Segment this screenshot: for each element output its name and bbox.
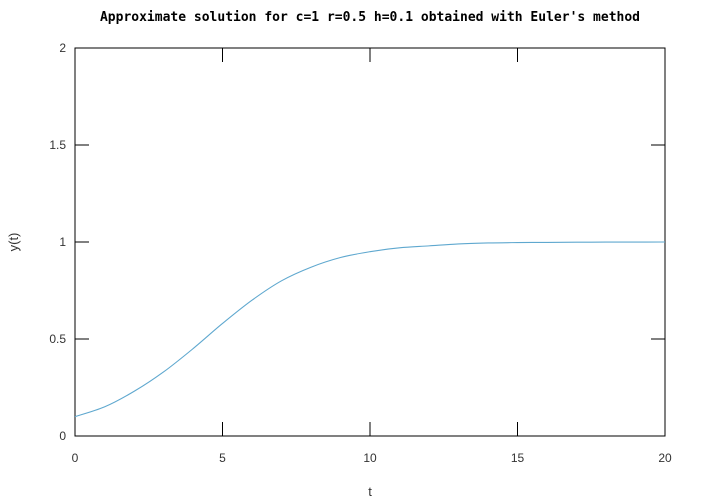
y-tick-label: 1.5	[49, 138, 66, 152]
x-axis-label: t	[368, 484, 372, 499]
y-tick-label: 0	[59, 429, 66, 443]
x-tick-label: 10	[363, 451, 377, 465]
series-layer	[74, 241, 666, 418]
x-tick-label: 15	[511, 451, 525, 465]
x-tick-label: 0	[72, 451, 79, 465]
tick-labels: 0 5 10 15 20 0 0.5 1 1.5 2	[49, 41, 672, 465]
series-line	[74, 241, 666, 418]
y-tick-label: 2	[59, 41, 66, 55]
y-axis-label: y(t)	[6, 233, 21, 252]
x-tick-label: 5	[219, 451, 226, 465]
y-tick-label: 0.5	[49, 332, 66, 346]
y-tick-label: 1	[59, 235, 66, 249]
x-tick-label: 20	[658, 451, 672, 465]
chart-title: Approximate solution for c=1 r=0.5 h=0.1…	[100, 10, 640, 25]
